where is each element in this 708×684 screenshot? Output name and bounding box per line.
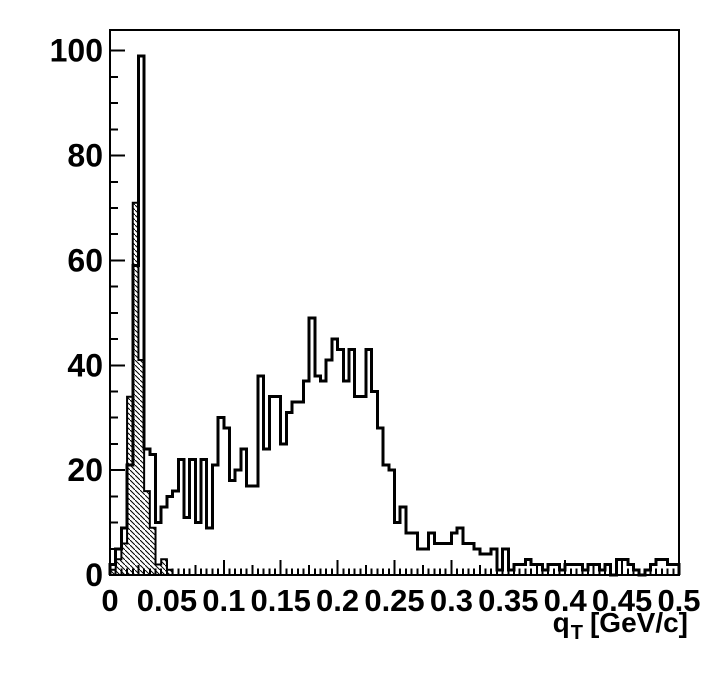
plot-frame bbox=[109, 29, 680, 576]
x-tick-label: 0.3 bbox=[430, 583, 473, 618]
x-axis-title: qT [GeV/c] bbox=[553, 607, 688, 644]
x-tick-label: 0.5 bbox=[657, 583, 700, 618]
y-tick-label: 80 bbox=[67, 138, 103, 174]
x-axis-ticks bbox=[109, 560, 680, 574]
x-tick-label: 0 bbox=[101, 583, 118, 618]
y-tick-label: 60 bbox=[67, 242, 103, 278]
open-histogram-path bbox=[108, 54, 681, 577]
x-tick-label: 0.25 bbox=[364, 583, 424, 618]
x-tick-label: 0.1 bbox=[202, 583, 245, 618]
open-histogram bbox=[108, 54, 681, 577]
x-tick-label: 0.05 bbox=[137, 583, 197, 618]
x-axis-tick-labels: 0 0.05 0.1 0.15 0.2 0.25 0.3 0.35 0.4 0.45 0.5 bbox=[101, 583, 700, 618]
x-tick-label: 0.2 bbox=[316, 583, 359, 618]
y-tick-label: 20 bbox=[67, 452, 103, 488]
x-tick-label: 0.15 bbox=[251, 583, 311, 618]
x-tick-label: 0.35 bbox=[478, 583, 538, 618]
y-axis-ticks bbox=[111, 49, 125, 576]
y-tick-label: 100 bbox=[50, 33, 103, 69]
y-tick-label: 40 bbox=[67, 347, 103, 383]
y-axis-tick-labels: 0 20 40 60 80 100 bbox=[50, 33, 103, 593]
y-tick-label: 0 bbox=[85, 557, 103, 593]
x-axis-title-group: qT [GeV/c] bbox=[553, 607, 688, 644]
x-tick-label: 0.4 bbox=[544, 583, 588, 618]
x-tick-label: 0.45 bbox=[592, 583, 652, 618]
